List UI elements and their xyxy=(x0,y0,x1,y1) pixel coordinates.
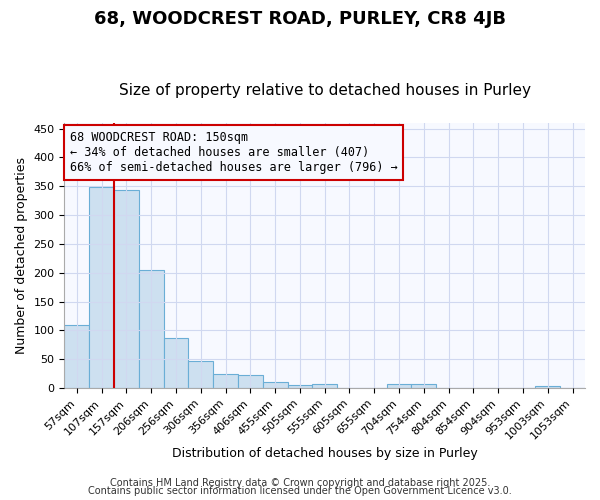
Bar xyxy=(114,190,139,388)
Bar xyxy=(313,384,337,388)
X-axis label: Distribution of detached houses by size in Purley: Distribution of detached houses by size … xyxy=(172,447,478,460)
Bar xyxy=(213,374,238,388)
Bar xyxy=(89,188,114,388)
Bar xyxy=(386,384,412,388)
Bar xyxy=(188,361,213,388)
Bar xyxy=(164,338,188,388)
Text: Contains HM Land Registry data © Crown copyright and database right 2025.: Contains HM Land Registry data © Crown c… xyxy=(110,478,490,488)
Text: Contains public sector information licensed under the Open Government Licence v3: Contains public sector information licen… xyxy=(88,486,512,496)
Bar xyxy=(238,376,263,388)
Bar xyxy=(412,384,436,388)
Text: 68, WOODCREST ROAD, PURLEY, CR8 4JB: 68, WOODCREST ROAD, PURLEY, CR8 4JB xyxy=(94,10,506,28)
Bar xyxy=(287,384,313,388)
Bar xyxy=(263,382,287,388)
Text: 68 WOODCREST ROAD: 150sqm
← 34% of detached houses are smaller (407)
66% of semi: 68 WOODCREST ROAD: 150sqm ← 34% of detac… xyxy=(70,130,397,174)
Bar xyxy=(535,386,560,388)
Bar xyxy=(139,270,164,388)
Y-axis label: Number of detached properties: Number of detached properties xyxy=(15,157,28,354)
Title: Size of property relative to detached houses in Purley: Size of property relative to detached ho… xyxy=(119,83,531,98)
Bar xyxy=(64,324,89,388)
